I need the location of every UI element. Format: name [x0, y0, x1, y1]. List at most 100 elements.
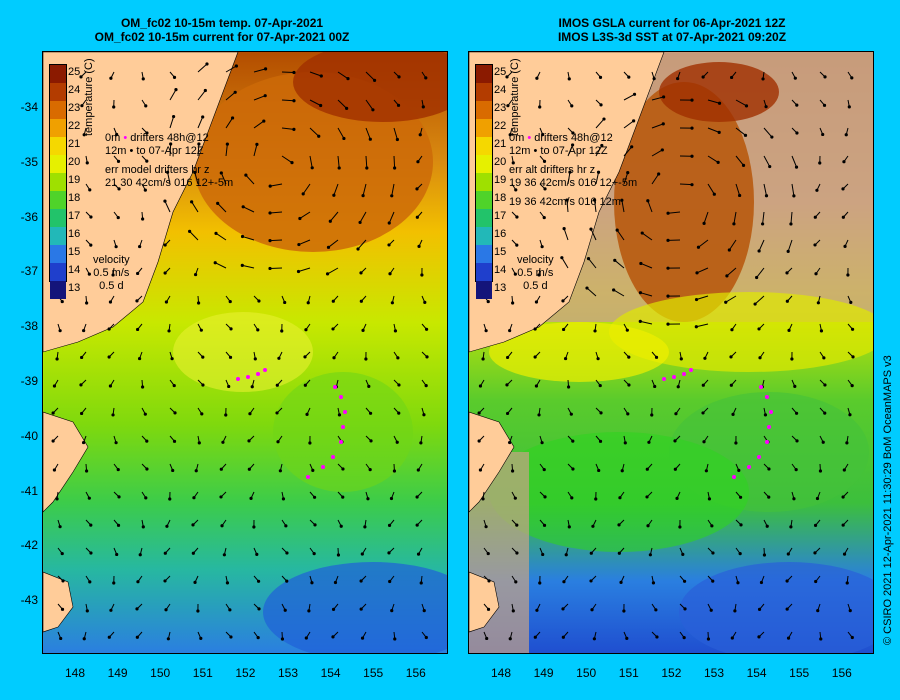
- current-vector: [298, 239, 311, 246]
- right-title-line1: IMOS GSLA current for 06-Apr-2021 12Z: [558, 16, 786, 30]
- current-vector: [337, 71, 349, 80]
- current-vector-head: [732, 222, 736, 226]
- current-vector-head: [591, 524, 595, 528]
- current-vector: [391, 183, 395, 196]
- current-vector-head: [290, 161, 294, 165]
- colorbar-label: 13: [68, 282, 81, 294]
- current-vector-head: [137, 356, 142, 361]
- current-vector-head: [594, 497, 598, 501]
- current-vector-head: [388, 579, 392, 584]
- current-vector-head: [822, 356, 826, 360]
- current-vector-head: [541, 552, 545, 557]
- current-vector-head: [738, 193, 742, 198]
- current-vector-head: [683, 607, 687, 611]
- left-map-panel[interactable]: temperature (C) 0m • drifters 48h@12 12m…: [42, 51, 448, 654]
- current-vector-head: [508, 328, 512, 333]
- colorbar-label: 17: [494, 210, 507, 222]
- current-vector-head: [250, 385, 254, 389]
- current-vector-head: [599, 411, 603, 415]
- drifter-track-point: [689, 368, 693, 372]
- current-vector-head: [690, 154, 694, 158]
- current-vector-head: [793, 384, 797, 389]
- current-vector-head: [58, 525, 62, 529]
- current-vector-head: [169, 142, 173, 146]
- current-vector-head: [678, 525, 682, 529]
- current-vector-head: [794, 468, 798, 472]
- current-vector-head: [213, 261, 217, 265]
- current-vector: [197, 90, 206, 101]
- current-vector-head: [425, 355, 429, 359]
- current-vector-head: [393, 329, 398, 333]
- current-vector-head: [486, 607, 491, 611]
- drifter-track-point: [672, 375, 676, 379]
- current-vector-head: [566, 385, 571, 389]
- colorbar-swatch: [50, 155, 66, 173]
- current-vector-head: [112, 105, 116, 109]
- current-vector-head: [567, 525, 571, 529]
- drifter-track-point: [306, 475, 310, 479]
- current-vector-head: [360, 636, 365, 640]
- current-vector-head: [196, 301, 201, 305]
- right-map-panel[interactable]: temperature (C) 0m • drifters 48h@12 12m…: [468, 51, 874, 654]
- current-vector-head: [416, 160, 420, 164]
- current-vector-head: [739, 523, 743, 527]
- credit-text: © CSIRO 2021 12-Apr-2021 11:30:29 BoM Oc…: [882, 355, 894, 645]
- current-vector-head: [219, 467, 223, 471]
- current-vector: [302, 183, 311, 195]
- longitude-tick-label: 152: [235, 666, 256, 680]
- current-vector-head: [561, 299, 565, 303]
- current-vector-head: [734, 441, 738, 445]
- current-vector: [359, 211, 367, 223]
- current-vector-head: [190, 200, 194, 204]
- current-vector-head: [424, 384, 428, 388]
- colorbar-swatch: [476, 191, 492, 209]
- current-vector-head: [228, 299, 232, 304]
- current-vector-head: [731, 412, 735, 416]
- current-vector-head: [173, 411, 177, 415]
- current-vector-head: [741, 163, 746, 167]
- current-vector-head: [543, 495, 547, 499]
- left-velocity-speed: 0.5 m/s: [93, 267, 130, 279]
- current-vector-head: [135, 607, 139, 611]
- current-vector-head: [145, 467, 149, 471]
- current-vector-head: [228, 608, 232, 612]
- current-vector-head: [701, 75, 705, 79]
- current-vector-head: [646, 199, 650, 203]
- current-vector: [733, 211, 737, 224]
- current-vector-head: [652, 77, 656, 81]
- current-vector: [623, 172, 629, 185]
- current-vector-head: [390, 609, 394, 613]
- current-vector-head: [535, 76, 539, 80]
- current-vector-head: [533, 327, 537, 331]
- current-vector-head: [241, 205, 245, 209]
- current-vector-head: [116, 215, 120, 220]
- current-vector-head: [729, 355, 733, 359]
- current-vector-head: [201, 355, 205, 359]
- colorbar-swatch: [476, 137, 492, 155]
- current-vector-head: [116, 467, 120, 472]
- longitude-tick-label: 150: [150, 666, 171, 680]
- current-vector-head: [87, 272, 91, 276]
- current-vector-head: [534, 384, 539, 388]
- current-vector: [696, 295, 709, 301]
- current-vector-head: [234, 64, 238, 68]
- current-vector-head: [765, 524, 769, 528]
- current-vector-head: [107, 355, 111, 359]
- current-vector-head: [787, 328, 791, 332]
- current-vector-head: [623, 441, 627, 445]
- current-vector-head: [511, 301, 515, 305]
- current-vector-head: [422, 413, 426, 417]
- current-vector-head: [420, 273, 424, 277]
- current-vector-head: [613, 258, 617, 262]
- current-vector: [309, 71, 322, 77]
- current-vector: [328, 239, 339, 248]
- current-vector-head: [313, 523, 317, 527]
- current-vector-head: [283, 300, 287, 305]
- current-vector-head: [396, 356, 400, 360]
- current-vector-head: [585, 286, 589, 290]
- current-vector-head: [821, 440, 825, 444]
- current-vector-head: [785, 607, 789, 611]
- colorbar-label: 19: [494, 174, 507, 186]
- current-vector-head: [763, 413, 768, 417]
- current-vector-head: [625, 328, 629, 332]
